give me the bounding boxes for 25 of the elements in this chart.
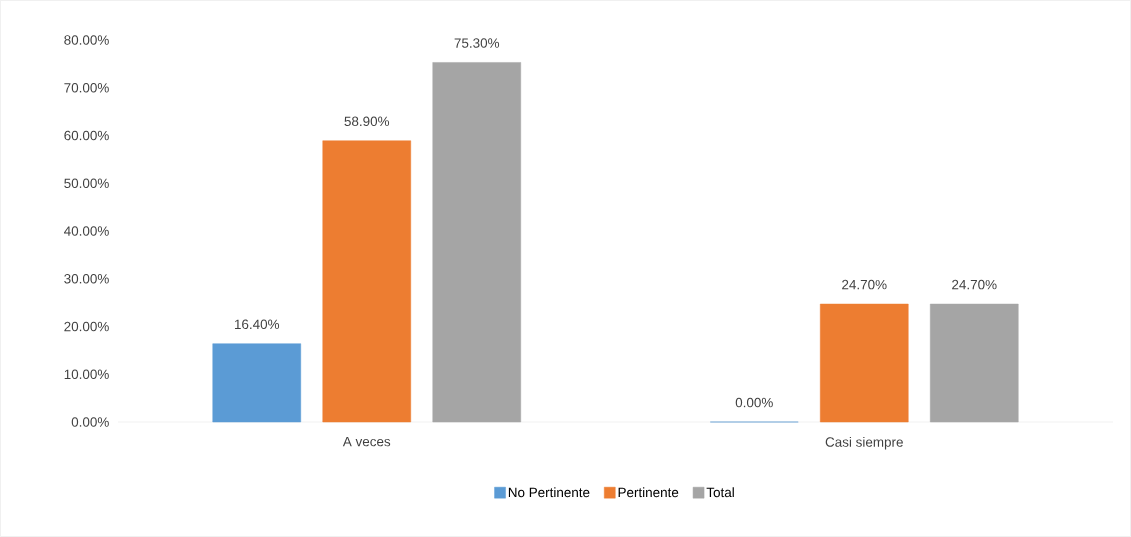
y-tick-label: 20.00%: [64, 321, 109, 332]
bar: [930, 303, 1019, 423]
y-tick-label: 0.00%: [71, 417, 109, 427]
legend-label: Pertinente: [618, 487, 679, 498]
bar: [212, 343, 301, 423]
bar: [432, 62, 522, 423]
bar: [322, 140, 411, 423]
legend-label: Total: [706, 487, 734, 498]
y-tick-label: 80.00%: [64, 35, 109, 45]
data-label: 0.00%: [735, 397, 773, 408]
x-tick-label: Casi siempre: [825, 436, 903, 450]
data-label: 24.70%: [842, 279, 887, 290]
y-tick-label: 10.00%: [64, 369, 109, 380]
y-tick-label: 50.00%: [64, 178, 109, 189]
data-label: 58.90%: [344, 116, 390, 127]
data-label: 16.40%: [234, 319, 280, 329]
legend-label: No Pertinente: [508, 487, 590, 498]
y-tick-label: 30.00%: [64, 273, 109, 284]
bar: [820, 303, 909, 423]
x-tick-label: A veces: [342, 436, 391, 447]
data-label: 75.30%: [454, 38, 500, 48]
y-tick-label: 70.00%: [64, 82, 109, 93]
y-tick-label: 60.00%: [64, 130, 109, 141]
y-tick-label: 40.00%: [64, 226, 109, 236]
data-label: 24.70%: [952, 279, 997, 290]
